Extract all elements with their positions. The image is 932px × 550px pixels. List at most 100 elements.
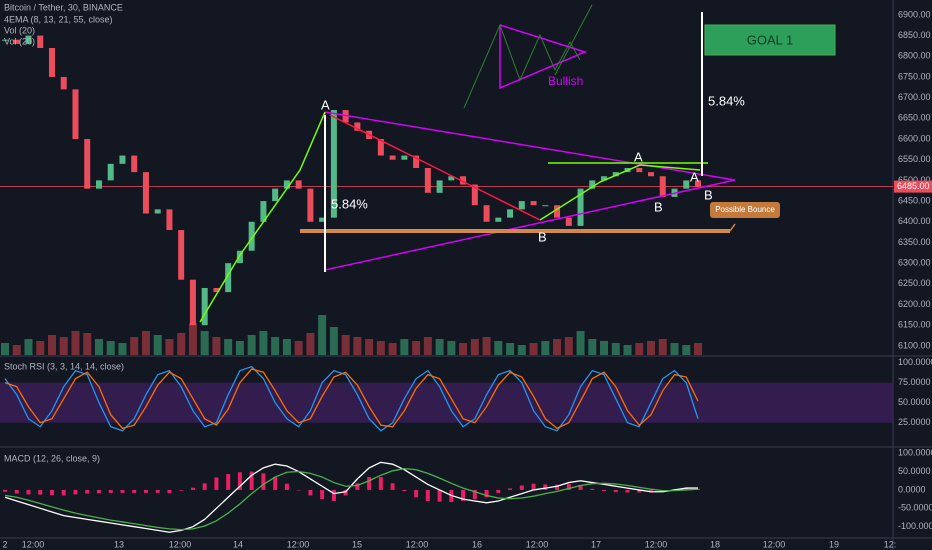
x-tick-label: 18 xyxy=(710,539,720,549)
macd-hist xyxy=(73,489,78,495)
candle xyxy=(2,39,8,41)
annotation: A xyxy=(634,149,643,164)
volume-bar xyxy=(247,335,256,355)
y-tick-label: 6650.00 xyxy=(898,113,931,123)
volume-bar xyxy=(177,333,186,355)
volume-bar xyxy=(600,341,609,355)
macd-hist xyxy=(531,483,536,490)
candle xyxy=(154,209,161,214)
y-tick-label: 6400.00 xyxy=(898,216,931,226)
volume-bar xyxy=(130,337,139,355)
y-tick-label: 25.0000 xyxy=(898,417,931,427)
candle xyxy=(178,230,185,280)
last-price-label: 6485.00 xyxy=(897,181,930,191)
y-tick-label: 6750.00 xyxy=(898,71,931,81)
y-tick-label: 100.0000 xyxy=(898,448,932,458)
volume-bar xyxy=(682,345,691,355)
axes: 6100.00 6150.00 6200.00 6250.00 6300.00 6350.… xyxy=(2,9,932,549)
annotation: B xyxy=(538,229,547,244)
volume-bar xyxy=(83,333,92,355)
candle xyxy=(507,209,514,218)
volume-bar xyxy=(141,331,150,355)
macd-hist xyxy=(143,489,148,493)
volume-bar xyxy=(212,337,221,355)
annotation: A xyxy=(690,169,699,184)
candle xyxy=(225,263,232,293)
volume-bar xyxy=(459,343,468,355)
goal-label: GOAL 1 xyxy=(747,32,793,47)
macd-hist xyxy=(249,471,254,490)
bounce-label: Possible Bounce xyxy=(715,205,775,214)
x-tick-label: 13 xyxy=(114,539,124,549)
volume-bar xyxy=(329,327,338,355)
y-tick-label: -100.0000 xyxy=(898,521,932,531)
macd-hist xyxy=(355,483,360,490)
x-tick-label: 12:00 xyxy=(22,539,45,549)
x-tick-label: 14 xyxy=(233,539,243,549)
macd-hist xyxy=(49,489,54,496)
candle xyxy=(659,176,666,197)
candle xyxy=(295,180,302,189)
volume-bar xyxy=(494,341,503,355)
volume-bar xyxy=(294,341,303,355)
macd-hist xyxy=(625,489,630,493)
candle xyxy=(683,180,690,189)
macd-hist xyxy=(637,489,642,493)
macd-hist xyxy=(237,472,242,490)
candle xyxy=(342,110,349,123)
candle xyxy=(236,250,243,264)
x-tick-label: 15 xyxy=(352,539,362,549)
candle xyxy=(60,76,67,90)
macd-hist xyxy=(308,489,313,496)
title: Bitcoin / Tether, 30, BINANCE xyxy=(4,2,123,12)
macd-hist xyxy=(120,489,125,493)
y-tick-label: 6550.00 xyxy=(898,154,931,164)
candle xyxy=(272,188,279,202)
bullish-label: Bullish xyxy=(548,74,583,88)
macd-hist xyxy=(602,489,607,492)
y-tick-label: -50.0000 xyxy=(898,503,932,513)
candle xyxy=(213,287,220,293)
annotation: 5.84% xyxy=(331,196,368,211)
macd-hist xyxy=(378,477,383,490)
volume-bar xyxy=(200,331,209,355)
candle xyxy=(72,89,79,140)
macd-hist xyxy=(684,488,689,490)
volume-bar xyxy=(365,339,374,355)
candle xyxy=(530,201,537,206)
x-tick-label: 12:00 xyxy=(763,539,786,549)
volume-bar xyxy=(106,341,115,355)
candle xyxy=(201,287,208,326)
macd-hist xyxy=(179,489,184,491)
annotation: B xyxy=(654,199,663,214)
y-tick-label: 6900.00 xyxy=(898,9,931,19)
candle xyxy=(166,209,173,231)
macd-hist xyxy=(96,489,101,494)
macd-hist xyxy=(320,489,325,500)
macd-hist xyxy=(108,489,113,493)
volume-bar xyxy=(529,343,538,355)
stoch-band xyxy=(0,382,893,423)
volume-bar xyxy=(400,339,409,355)
candle xyxy=(648,172,655,177)
annotation: 5.84% xyxy=(708,93,745,108)
candle xyxy=(142,172,149,214)
y-tick-label: 6800.00 xyxy=(898,51,931,61)
last-price-box xyxy=(894,180,932,193)
macd-hist xyxy=(590,488,595,490)
volume-bar xyxy=(506,343,515,355)
volume-bar xyxy=(282,339,291,355)
candle xyxy=(189,279,196,326)
volume-bar xyxy=(564,337,573,355)
macd-hist xyxy=(202,483,207,490)
x-tick-label: 17 xyxy=(591,539,601,549)
candle xyxy=(84,139,91,189)
y-tick-label: 50.0000 xyxy=(898,397,931,407)
macd-hist xyxy=(390,483,395,490)
macd-hist xyxy=(472,489,477,500)
macd-hist xyxy=(331,489,336,501)
volume-bar xyxy=(647,341,656,355)
volume-bar xyxy=(541,341,550,355)
y-tick-label: 6150.00 xyxy=(898,320,931,330)
